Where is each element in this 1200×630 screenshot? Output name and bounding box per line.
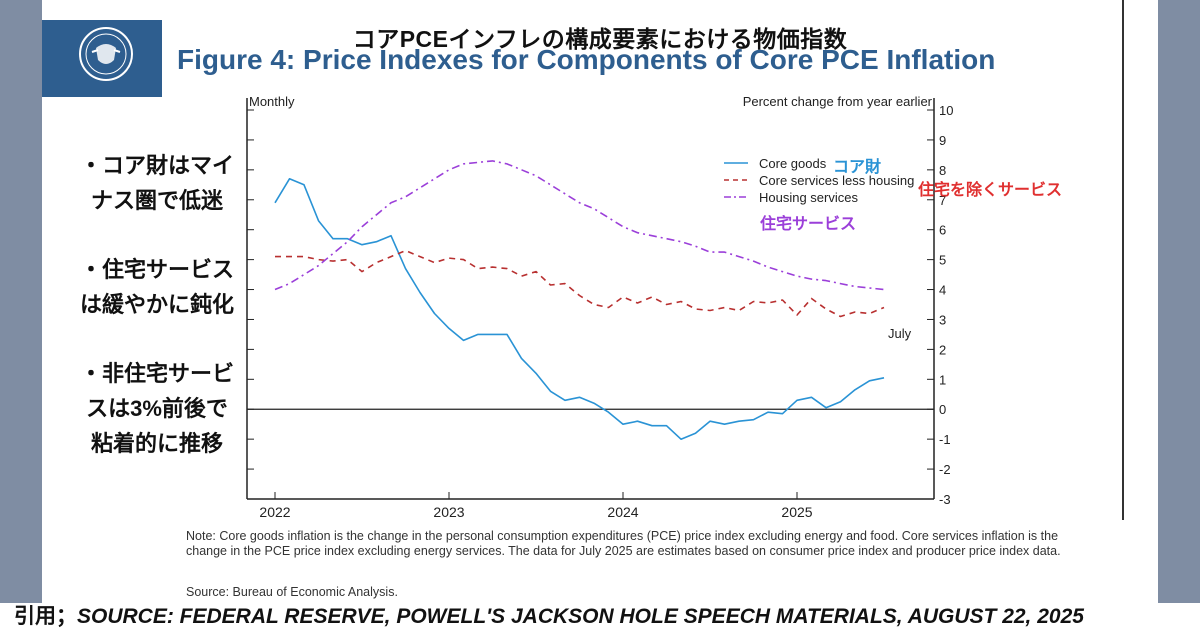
- key-point-non-housing: ・非住宅サービ スは3%前後で 粘着的に推移: [62, 356, 252, 461]
- right-axis-title: Percent change from year earlier: [743, 94, 933, 109]
- y-tick-label: 3: [939, 312, 946, 327]
- y-tick-label: 4: [939, 283, 946, 298]
- annotation-housing-services: 住宅サービス: [760, 214, 856, 233]
- key-point-core-goods: ・コア財はマイ ナス圏で低迷: [62, 148, 252, 218]
- annotation-core-goods: コア財: [833, 157, 881, 176]
- key-point-line: ナス圏で低迷: [90, 188, 223, 213]
- series-line-core-services-less-housing: [275, 249, 885, 318]
- japanese-title: コアPCEインフレの構成要素における物価指数: [352, 26, 848, 52]
- y-tick-label: 1: [939, 372, 946, 387]
- key-point-line: 粘着的に推移: [90, 431, 223, 456]
- annotation-core-services-less-housing: 住宅を除くサービス: [918, 180, 1062, 199]
- july-label: July: [888, 326, 912, 341]
- citation-prefix: 引用；: [14, 605, 77, 628]
- y-tick-label: 9: [939, 133, 946, 148]
- y-tick-label: 7: [939, 193, 946, 208]
- y-tick-label: -2: [939, 462, 951, 477]
- y-tick-label: -1: [939, 432, 951, 447]
- y-tick-label: 5: [939, 253, 946, 268]
- key-point-line: ・住宅サービス: [79, 257, 234, 282]
- y-tick-label: -3: [939, 492, 951, 507]
- x-tick-label: 2024: [607, 504, 638, 520]
- legend-label: Housing services: [759, 190, 858, 205]
- citation-bar: 引用；SOURCE: FEDERAL RESERVE, POWELL'S JAC…: [0, 603, 1200, 630]
- chart-note: Note: Core goods inflation is the change…: [186, 529, 1061, 558]
- x-tick-label: 2025: [781, 504, 812, 520]
- key-point-line: ・非住宅サービ: [79, 361, 234, 386]
- x-tick-label: 2023: [433, 504, 464, 520]
- legend-label: Core services less housing: [759, 173, 914, 188]
- english-figure-title: Figure 4: Price Indexes for Components o…: [177, 44, 996, 75]
- y-tick-label: 8: [939, 163, 946, 178]
- y-tick-label: 2: [939, 342, 946, 357]
- series-line-housing-services: [274, 160, 885, 291]
- chart-legend: Core goods Core services less housing Hous…: [724, 156, 914, 205]
- federal-reserve-logo-box: [42, 20, 162, 97]
- key-point-line: は緩やかに鈍化: [79, 292, 234, 317]
- slide-panel: コアPCEインフレの構成要素における物価指数 Figure 4: Price I…: [42, 0, 1158, 603]
- monthly-label: Monthly: [249, 94, 295, 109]
- chart-source: Source: Bureau of Economic Analysis.: [186, 585, 398, 599]
- chart-axes: [246, 98, 935, 500]
- right-divider: [1122, 0, 1124, 520]
- citation-source: SOURCE: FEDERAL RESERVE, POWELL'S JACKSO…: [77, 605, 1084, 628]
- y-tick-label: 0: [939, 402, 946, 417]
- x-tick-label: 2022: [259, 504, 290, 520]
- y-tick-label: 10: [939, 103, 953, 118]
- key-point-housing: ・住宅サービス は緩やかに鈍化: [62, 252, 252, 322]
- key-point-line: スは3%前後で: [86, 396, 228, 421]
- key-point-line: ・コア財はマイ: [79, 153, 234, 178]
- federal-reserve-seal-icon: [79, 27, 133, 81]
- legend-label: Core goods: [759, 156, 827, 171]
- y-tick-label: 6: [939, 223, 946, 238]
- chart-series: [274, 160, 885, 441]
- series-line-core-goods: [274, 178, 885, 441]
- line-chart: Core goods Core services less housing Hous…: [246, 94, 1062, 520]
- chart-labels: -3 -2 -1 0 1 2 3 4 5 6 7 8 9 10 2022 2023 2024 2025 Monthl…: [249, 94, 1062, 520]
- key-points: ・コア財はマイ ナス圏で低迷 ・住宅サービス は緩やかに鈍化 ・非住宅サービ ス…: [62, 148, 252, 495]
